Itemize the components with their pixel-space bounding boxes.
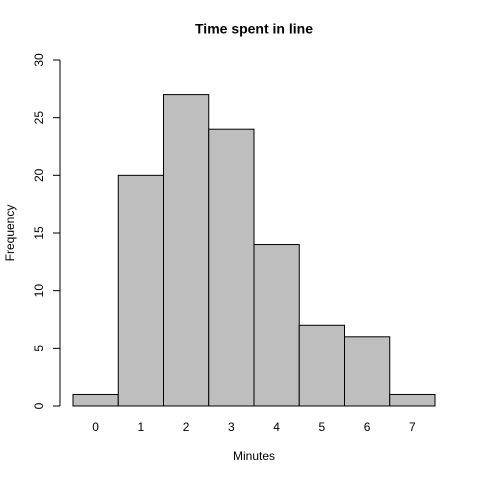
x-axis-label: Minutes [233,449,275,463]
y-tick-label: 0 [32,402,46,409]
bar [344,336,391,407]
y-tick-label: 15 [32,226,46,240]
y-axis-label: Frequency [3,205,17,262]
x-tick-label: 3 [228,420,235,434]
y-tick-label: 5 [32,345,46,352]
bar [389,393,436,407]
chart-title: Time spent in line [195,21,313,37]
bar [208,128,255,407]
bar [253,244,300,407]
x-tick-label: 6 [364,420,371,434]
y-tick-label: 10 [32,284,46,298]
x-tick-label: 1 [138,420,145,434]
bar [117,174,164,407]
bar [163,94,210,407]
x-tick-label: 7 [409,420,416,434]
y-tick-label: 20 [32,168,46,182]
x-tick-label: 5 [319,420,326,434]
x-tick-label: 2 [183,420,190,434]
bar [298,324,345,407]
bar [72,393,119,407]
y-tick-label: 25 [32,111,46,125]
x-tick-label: 0 [92,420,99,434]
x-tick-label: 4 [273,420,280,434]
y-tick-label: 30 [32,53,46,67]
